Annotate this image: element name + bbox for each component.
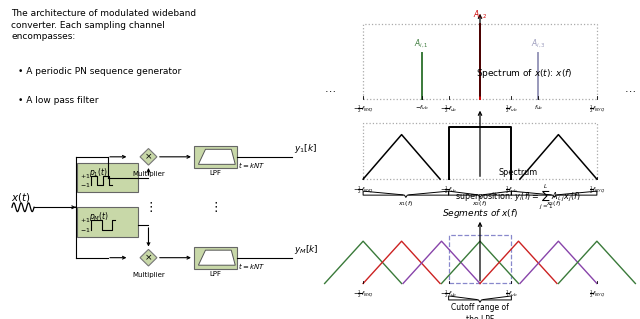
Text: $\frac{1}{2}f_{ub}$: $\frac{1}{2}f_{ub}$	[505, 103, 518, 115]
Bar	[449, 235, 511, 284]
Text: Spectrum of $x(t)$: $x(f)$: Spectrum of $x(t)$: $x(f)$	[476, 67, 572, 80]
Polygon shape	[140, 149, 157, 165]
Bar	[194, 247, 237, 269]
Text: $-\frac{1}{2}f_{ub}$: $-\frac{1}{2}f_{ub}$	[440, 184, 458, 196]
Text: Cutoff range of
the LPF: Cutoff range of the LPF	[451, 303, 509, 319]
Text: $x(t)$: $x(t)$	[11, 191, 31, 204]
Bar	[363, 123, 597, 179]
Text: LPF: LPF	[209, 170, 221, 176]
Text: Segments of $x(f)$: Segments of $x(f)$	[442, 206, 518, 219]
Text: Spectrum
superposition: $y_i(f)=\sum_{j=1}^{L}A_{i,j}x_j(f)$: Spectrum superposition: $y_i(f)=\sum_{j=…	[455, 168, 580, 212]
Text: Multiplier: Multiplier	[132, 171, 165, 177]
Text: $-1$: $-1$	[79, 226, 90, 234]
Text: $p_M(t)$: $p_M(t)$	[88, 210, 109, 223]
Text: $\times$: $\times$	[145, 152, 152, 161]
Text: $\frac{1}{2}f_{NYQ}$: $\frac{1}{2}f_{NYQ}$	[589, 288, 605, 300]
Text: $f_{ub}$: $f_{ub}$	[534, 103, 543, 112]
Text: $\times$: $\times$	[145, 253, 152, 263]
Text: $\ldots$: $\ldots$	[324, 84, 336, 94]
Text: Multiplier: Multiplier	[132, 271, 165, 278]
Text: ⋮: ⋮	[209, 201, 221, 214]
Bar	[363, 24, 597, 99]
Text: • A low pass filter: • A low pass filter	[18, 96, 99, 105]
Bar	[194, 146, 237, 168]
Text: $+1$: $+1$	[79, 216, 90, 224]
Text: LPF: LPF	[209, 271, 221, 277]
Text: $x_2(f)$: $x_2(f)$	[472, 198, 488, 208]
Text: $A_{i,3}$: $A_{i,3}$	[531, 38, 546, 50]
Text: $t = kNT$: $t = kNT$	[238, 160, 266, 170]
Bar	[77, 207, 138, 237]
Text: $A_{i,2}$: $A_{i,2}$	[472, 9, 488, 21]
Text: $p_1(t)$: $p_1(t)$	[89, 166, 108, 179]
Text: $\ldots$: $\ldots$	[624, 84, 636, 94]
Text: $\frac{1}{2}f_{ub}$: $\frac{1}{2}f_{ub}$	[505, 184, 518, 196]
Text: $\frac{1}{2}f_{NYQ}$: $\frac{1}{2}f_{NYQ}$	[589, 184, 605, 196]
Text: $-1$: $-1$	[79, 182, 90, 189]
Polygon shape	[140, 249, 157, 266]
Text: $-\frac{1}{2}f_{NYQ}$: $-\frac{1}{2}f_{NYQ}$	[353, 103, 374, 115]
Text: $t = kNT$: $t = kNT$	[238, 261, 266, 271]
Text: $y_M[k]$: $y_M[k]$	[294, 243, 318, 256]
Text: $-f_{ub}$: $-f_{ub}$	[415, 103, 429, 112]
Text: $x_3(f)$: $x_3(f)$	[547, 198, 562, 208]
Text: $x_1(f)$: $x_1(f)$	[398, 198, 413, 208]
Text: $+1$: $+1$	[79, 172, 90, 180]
Polygon shape	[198, 250, 236, 265]
Text: ⋮: ⋮	[145, 201, 157, 214]
Text: $-\frac{1}{2}f_{NYQ}$: $-\frac{1}{2}f_{NYQ}$	[353, 184, 374, 196]
Text: $y_1[k]$: $y_1[k]$	[294, 142, 317, 155]
Text: $-\frac{1}{2}f_{ub}$: $-\frac{1}{2}f_{ub}$	[440, 103, 458, 115]
Text: The architecture of modulated wideband
converter. Each sampling channel
encompas: The architecture of modulated wideband c…	[11, 9, 196, 41]
Bar	[77, 163, 138, 192]
Text: $\frac{1}{2}f_{NYQ}$: $\frac{1}{2}f_{NYQ}$	[589, 103, 605, 115]
Text: • A periodic PN sequence generator: • A periodic PN sequence generator	[18, 67, 181, 76]
Text: $-\frac{1}{2}f_{NYQ}$: $-\frac{1}{2}f_{NYQ}$	[353, 288, 374, 300]
Text: $A_{i,1}$: $A_{i,1}$	[414, 38, 429, 50]
Polygon shape	[198, 149, 236, 164]
Text: $-\frac{1}{2}f_{ub}$: $-\frac{1}{2}f_{ub}$	[440, 288, 458, 300]
Text: $\frac{1}{2}f_{ub}$: $\frac{1}{2}f_{ub}$	[505, 288, 518, 300]
